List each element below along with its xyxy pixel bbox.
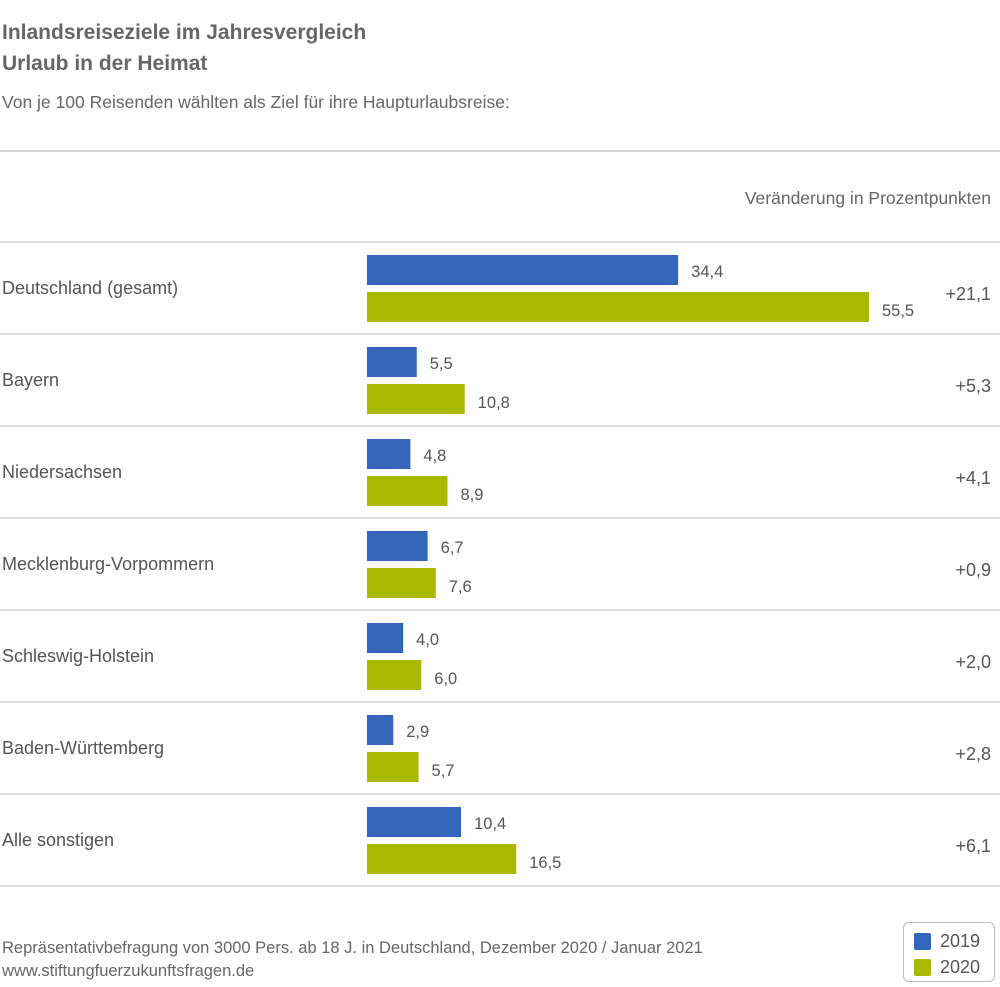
- legend-label-2019: 2019: [940, 930, 981, 951]
- value-label-2020: 16,5: [529, 854, 561, 872]
- bar-2019: [367, 715, 394, 745]
- legend-label-2020: 2020: [940, 956, 981, 977]
- change-value: +4,1: [955, 468, 991, 488]
- legend-swatch-2019: [914, 932, 931, 950]
- bar-2020: [367, 752, 419, 782]
- value-label-2019: 4,8: [423, 447, 446, 465]
- value-label-2020: 55,5: [882, 302, 914, 320]
- value-label-2019: 6,7: [441, 539, 464, 557]
- source-note: Repräsentativbefragung von 3000 Pers. ab…: [2, 939, 703, 957]
- change-value: +6,1: [955, 836, 991, 856]
- change-value: +2,8: [955, 744, 991, 764]
- bar-2020: [367, 384, 465, 414]
- value-label-2020: 7,6: [449, 578, 472, 596]
- bar-2019: [367, 255, 679, 285]
- website-url: www.stiftungfuerzukunftsfragen.de: [2, 962, 255, 980]
- value-label-2020: 5,7: [432, 762, 455, 780]
- value-label-2019: 2,9: [406, 723, 429, 741]
- category-label: Bayern: [2, 370, 59, 390]
- bar-2019: [367, 623, 404, 653]
- bar-2020: [367, 568, 436, 598]
- bar-2019: [367, 807, 462, 837]
- bar-2020: [367, 476, 448, 506]
- change-value: +5,3: [955, 376, 991, 396]
- legend-item-2020: 2020: [914, 956, 980, 978]
- bar-2020: [367, 660, 422, 690]
- value-label-2020: 6,0: [434, 670, 457, 688]
- value-label-2019: 34,4: [691, 263, 723, 281]
- change-column-header: Veränderung in Prozentpunkten: [744, 188, 991, 208]
- value-label-2020: 8,9: [461, 486, 484, 504]
- chart-title: Inlandsreiseziele im Jahresvergleich: [2, 21, 367, 44]
- legend-swatch-2020: [914, 958, 931, 976]
- value-label-2019: 5,5: [430, 355, 453, 373]
- change-value: +21,1: [945, 284, 991, 304]
- legend-item-2019: 2019: [914, 930, 980, 952]
- category-label: Deutschland (gesamt): [2, 278, 178, 298]
- change-value: +2,0: [955, 652, 991, 672]
- bar-2020: [367, 844, 517, 874]
- bar-2020: [367, 292, 869, 322]
- category-label: Alle sonstigen: [2, 830, 114, 850]
- bar-2019: [367, 531, 428, 561]
- chart-subtitle: Urlaub in der Heimat: [2, 52, 208, 75]
- value-label-2019: 10,4: [474, 815, 506, 833]
- value-label-2019: 4,0: [416, 631, 439, 649]
- value-label-2020: 10,8: [478, 394, 510, 412]
- category-label: Baden-Württemberg: [2, 738, 164, 758]
- chart-legend: 2019 2020: [903, 922, 995, 982]
- category-label: Niedersachsen: [2, 462, 122, 482]
- bar-2019: [367, 347, 417, 377]
- chart-description: Von je 100 Reisenden wählten als Ziel fü…: [2, 92, 510, 112]
- category-label: Mecklenburg-Vorpommern: [2, 554, 214, 574]
- category-label: Schleswig-Holstein: [2, 646, 154, 666]
- change-value: +0,9: [955, 560, 991, 580]
- bar-2019: [367, 439, 411, 469]
